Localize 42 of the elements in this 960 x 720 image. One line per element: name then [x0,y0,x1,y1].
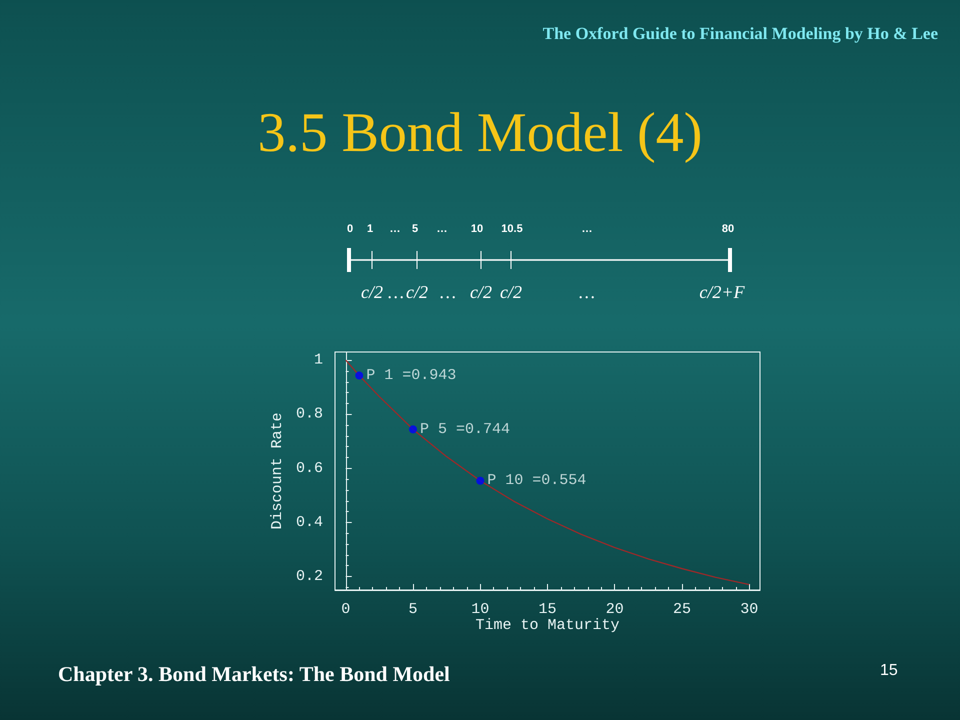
text: … [436,223,448,235]
text: … [440,282,456,303]
y-tick-label: 0.6 [296,460,323,477]
data-label: P 10 =0.554 [487,472,586,490]
x-axis-title: Time to Maturity [475,617,620,634]
text: c/2 [500,282,522,303]
text: 0 [346,223,354,235]
x-tick-label: 20 [606,601,624,618]
y-tick-label: 1 [314,352,323,369]
text: c/2 [406,282,428,303]
x-tick-label: 10 [471,601,490,618]
point [476,476,484,485]
x-tick-label: 25 [672,601,691,618]
y-axis-title: Discount Rate [269,412,286,530]
y-tick-label: 0.8 [296,406,323,423]
text: … [578,282,596,303]
text: c/2 [470,282,492,303]
text: 5 [412,223,418,235]
x-tick-label: 0 [341,601,350,618]
data-label: P 5 =0.744 [420,420,510,438]
text: 15 [880,662,898,680]
point [355,372,364,380]
text: 10 [470,223,484,235]
text: The Oxford Guide to Financial Modeling by Ho & Lee [542,24,938,44]
x-tick-label: 5 [408,601,418,618]
y-tick-label: 0.4 [296,514,323,531]
text: c/2+F [699,282,745,303]
point [409,425,418,434]
text: … [388,282,404,303]
chart-title: 3.5 Bond Model (4) [258,102,702,164]
text: … [390,223,400,235]
text: c/2 [361,282,383,303]
x-tick-label: 15 [538,601,557,618]
text: 1 [366,223,374,235]
x-tick-label: 30 [740,601,758,618]
text: 10.5 [501,223,523,235]
text: Chapter 3. Bond Markets: The Bond Model [58,662,450,687]
y-tick-label: 0.2 [296,568,323,585]
data-label: P 1 =0.943 [366,367,456,384]
line-series [345,360,750,586]
text: 80 [722,223,734,235]
text: … [582,223,592,235]
